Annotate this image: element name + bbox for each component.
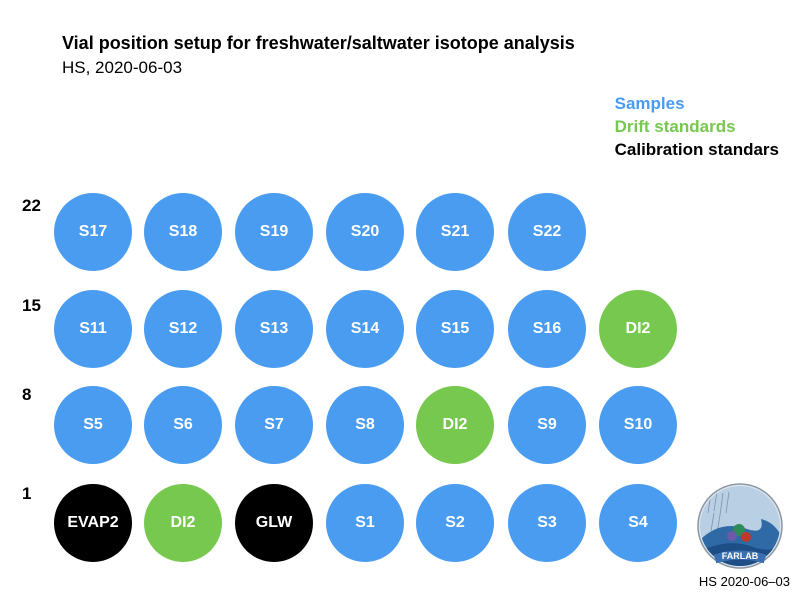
vial-sample: S19	[235, 193, 313, 271]
vial-sample: S22	[508, 193, 586, 271]
legend-calibration-standards: Calibration standars	[614, 140, 779, 159]
row-label: 15	[22, 296, 41, 315]
vial-sample: S5	[54, 386, 132, 464]
row-label: 22	[22, 196, 41, 215]
vial-sample: S14	[326, 290, 404, 368]
vial-sample: S6	[144, 386, 222, 464]
vial-sample: S1	[326, 484, 404, 562]
vial-sample: S11	[54, 290, 132, 368]
vial-sample: S8	[326, 386, 404, 464]
legend: Samples Drift standards Calibration stan…	[615, 92, 779, 161]
vial-sample: S16	[508, 290, 586, 368]
vial-sample: S4	[599, 484, 677, 562]
vial-sample: S9	[508, 386, 586, 464]
vial-drift: DI2	[416, 386, 494, 464]
logo-text: FARLAB	[722, 551, 759, 561]
vial-calibration: EVAP2	[54, 484, 132, 562]
vial-sample: S7	[235, 386, 313, 464]
row-label: 8	[22, 385, 32, 404]
vial-sample: S10	[599, 386, 677, 464]
vial-calibration: GLW	[235, 484, 313, 562]
vial-drift: DI2	[144, 484, 222, 562]
vial-sample: S20	[326, 193, 404, 271]
vial-sample: S3	[508, 484, 586, 562]
vial-sample: S15	[416, 290, 494, 368]
vial-sample: S18	[144, 193, 222, 271]
page-subtitle: HS, 2020-06-03	[62, 58, 183, 77]
vial-sample: S2	[416, 484, 494, 562]
vial-sample: S12	[144, 290, 222, 368]
footer-note: HS 2020-06–03	[698, 574, 790, 589]
row-label: 1	[22, 484, 32, 503]
page-title: Vial position setup for freshwater/saltw…	[62, 33, 575, 53]
vial-sample: S21	[416, 193, 494, 271]
vial-sample: S17	[54, 193, 132, 271]
legend-samples: Samples	[614, 94, 685, 113]
farlab-logo: FARLAB	[697, 483, 783, 569]
vial-sample: S13	[235, 290, 313, 368]
vial-drift: DI2	[599, 290, 677, 368]
legend-drift-standards: Drift standards	[614, 117, 736, 136]
